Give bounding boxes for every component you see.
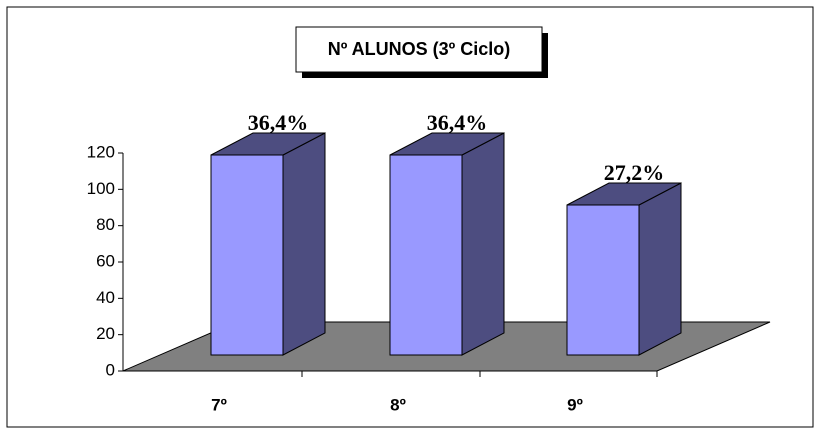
- y-tick-label: 60: [96, 251, 115, 270]
- x-tick-label: 9º: [567, 395, 583, 414]
- y-tick-label: 40: [96, 288, 115, 307]
- bar-side: [638, 182, 682, 356]
- y-tick-label: 100: [87, 179, 115, 198]
- chart-title: Nº ALUNOS (3º Ciclo): [328, 39, 511, 59]
- x-tick-label: 8º: [390, 395, 406, 414]
- bar-side: [282, 132, 326, 356]
- data-label: 36,4%: [248, 110, 309, 135]
- title-box: [295, 26, 543, 73]
- data-label: 36,4%: [427, 110, 488, 135]
- y-tick-label: 80: [96, 215, 115, 234]
- data-label: 27,2%: [604, 160, 665, 185]
- x-tick-label: 7º: [211, 395, 227, 414]
- y-tick-label: 20: [96, 324, 115, 343]
- y-tick-label: 120: [87, 142, 115, 161]
- bar: [566, 204, 640, 356]
- y-tick-label: 0: [106, 360, 115, 379]
- bar-side: [461, 132, 505, 356]
- bar: [389, 154, 463, 356]
- bar: [210, 154, 284, 356]
